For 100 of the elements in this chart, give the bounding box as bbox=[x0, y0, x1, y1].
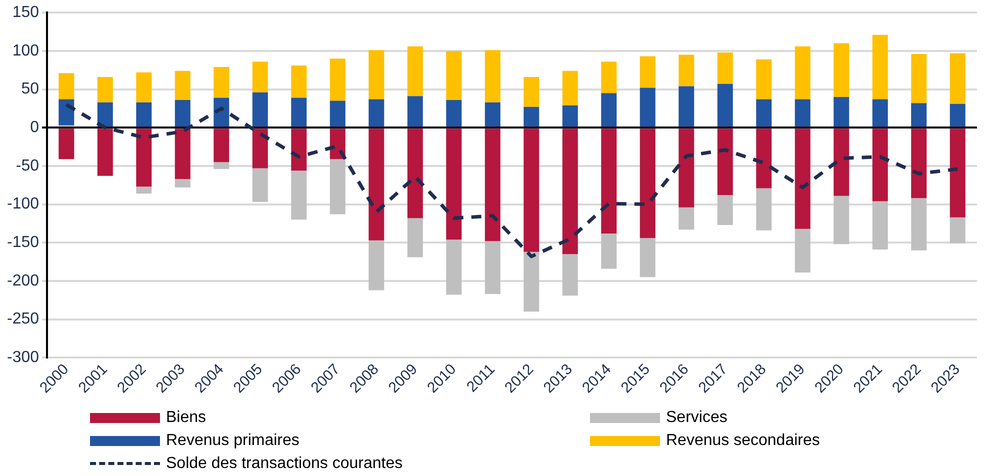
bar bbox=[252, 92, 268, 127]
bar bbox=[58, 128, 74, 160]
bar bbox=[97, 128, 113, 176]
legend-label: Services bbox=[666, 408, 728, 426]
bar bbox=[717, 195, 733, 226]
bar bbox=[524, 128, 540, 252]
bar bbox=[136, 72, 152, 102]
bar bbox=[97, 102, 113, 127]
bar bbox=[446, 240, 462, 295]
bar bbox=[407, 46, 423, 96]
bar bbox=[678, 207, 694, 230]
bar bbox=[640, 56, 656, 88]
bar bbox=[834, 43, 850, 97]
bar bbox=[58, 73, 74, 100]
legend-label: Revenus primaires bbox=[166, 432, 300, 450]
bar bbox=[174, 128, 190, 180]
bar bbox=[911, 54, 927, 104]
bar bbox=[911, 103, 927, 127]
bar bbox=[368, 240, 384, 290]
bar bbox=[291, 128, 307, 171]
bar bbox=[756, 188, 772, 230]
bar bbox=[524, 106, 540, 127]
bar bbox=[717, 128, 733, 196]
bar bbox=[562, 70, 578, 106]
bar bbox=[524, 252, 540, 312]
bar bbox=[174, 100, 190, 127]
bar bbox=[214, 128, 230, 162]
bar bbox=[291, 66, 307, 98]
bar bbox=[136, 186, 152, 194]
y-tick-label: 150 bbox=[12, 4, 40, 22]
bar bbox=[97, 77, 113, 102]
bar bbox=[174, 70, 190, 100]
bar bbox=[834, 128, 850, 196]
bar bbox=[678, 54, 694, 86]
y-tick-label: 0 bbox=[30, 119, 40, 136]
legend-label: Biens bbox=[166, 408, 206, 426]
bar bbox=[794, 128, 810, 229]
bar bbox=[872, 201, 888, 250]
y-tick-label: -150 bbox=[6, 234, 40, 252]
bar bbox=[484, 102, 500, 127]
bar bbox=[368, 99, 384, 127]
legend-label: Solde des transactions courantes bbox=[166, 454, 403, 472]
bar bbox=[368, 50, 384, 100]
y-tick-label: -100 bbox=[6, 196, 40, 213]
bar bbox=[601, 62, 617, 94]
bar bbox=[562, 105, 578, 127]
bar bbox=[407, 128, 423, 218]
bar bbox=[291, 170, 307, 220]
bar bbox=[872, 34, 888, 100]
bar bbox=[446, 128, 462, 240]
bar bbox=[950, 128, 966, 218]
bar bbox=[678, 128, 694, 208]
bar bbox=[834, 196, 850, 244]
bar bbox=[872, 99, 888, 127]
bar bbox=[446, 50, 462, 100]
line-series bbox=[64, 102, 960, 258]
bar bbox=[794, 99, 810, 127]
bar bbox=[484, 128, 500, 242]
y-tick-label: -200 bbox=[6, 272, 40, 290]
bar bbox=[794, 228, 810, 273]
bar bbox=[756, 59, 772, 100]
y-tick-label: -50 bbox=[16, 157, 40, 174]
bar bbox=[330, 159, 346, 214]
bar bbox=[678, 86, 694, 127]
bar bbox=[252, 62, 268, 92]
bar bbox=[136, 128, 152, 187]
bar bbox=[214, 162, 230, 170]
bar bbox=[407, 96, 423, 127]
bar bbox=[136, 102, 152, 127]
bar bbox=[330, 100, 346, 127]
y-tick-label: 100 bbox=[12, 42, 40, 60]
bar bbox=[640, 238, 656, 278]
bar bbox=[911, 198, 927, 250]
bar bbox=[601, 128, 617, 234]
bar bbox=[174, 179, 190, 188]
bar bbox=[950, 217, 966, 244]
legend-label: Revenus secondaires bbox=[666, 432, 820, 450]
bar bbox=[252, 168, 268, 202]
y-tick-label: -300 bbox=[6, 349, 40, 366]
bar bbox=[58, 99, 74, 126]
bar bbox=[834, 96, 850, 127]
y-tick-label: 50 bbox=[21, 80, 40, 98]
bar bbox=[291, 98, 307, 127]
bar bbox=[640, 88, 656, 127]
bar bbox=[446, 100, 462, 127]
bar bbox=[484, 241, 500, 294]
y-tick-label: -250 bbox=[6, 310, 40, 328]
bar bbox=[601, 233, 617, 269]
bar bbox=[562, 254, 578, 296]
bar bbox=[950, 53, 966, 104]
bar bbox=[524, 77, 540, 107]
bar bbox=[794, 46, 810, 100]
bar bbox=[368, 128, 384, 240]
bar bbox=[640, 128, 656, 238]
bar bbox=[872, 128, 888, 202]
bar bbox=[950, 104, 966, 127]
bar bbox=[214, 67, 230, 98]
bar bbox=[601, 93, 617, 127]
bar bbox=[330, 58, 346, 101]
bar bbox=[562, 128, 578, 254]
